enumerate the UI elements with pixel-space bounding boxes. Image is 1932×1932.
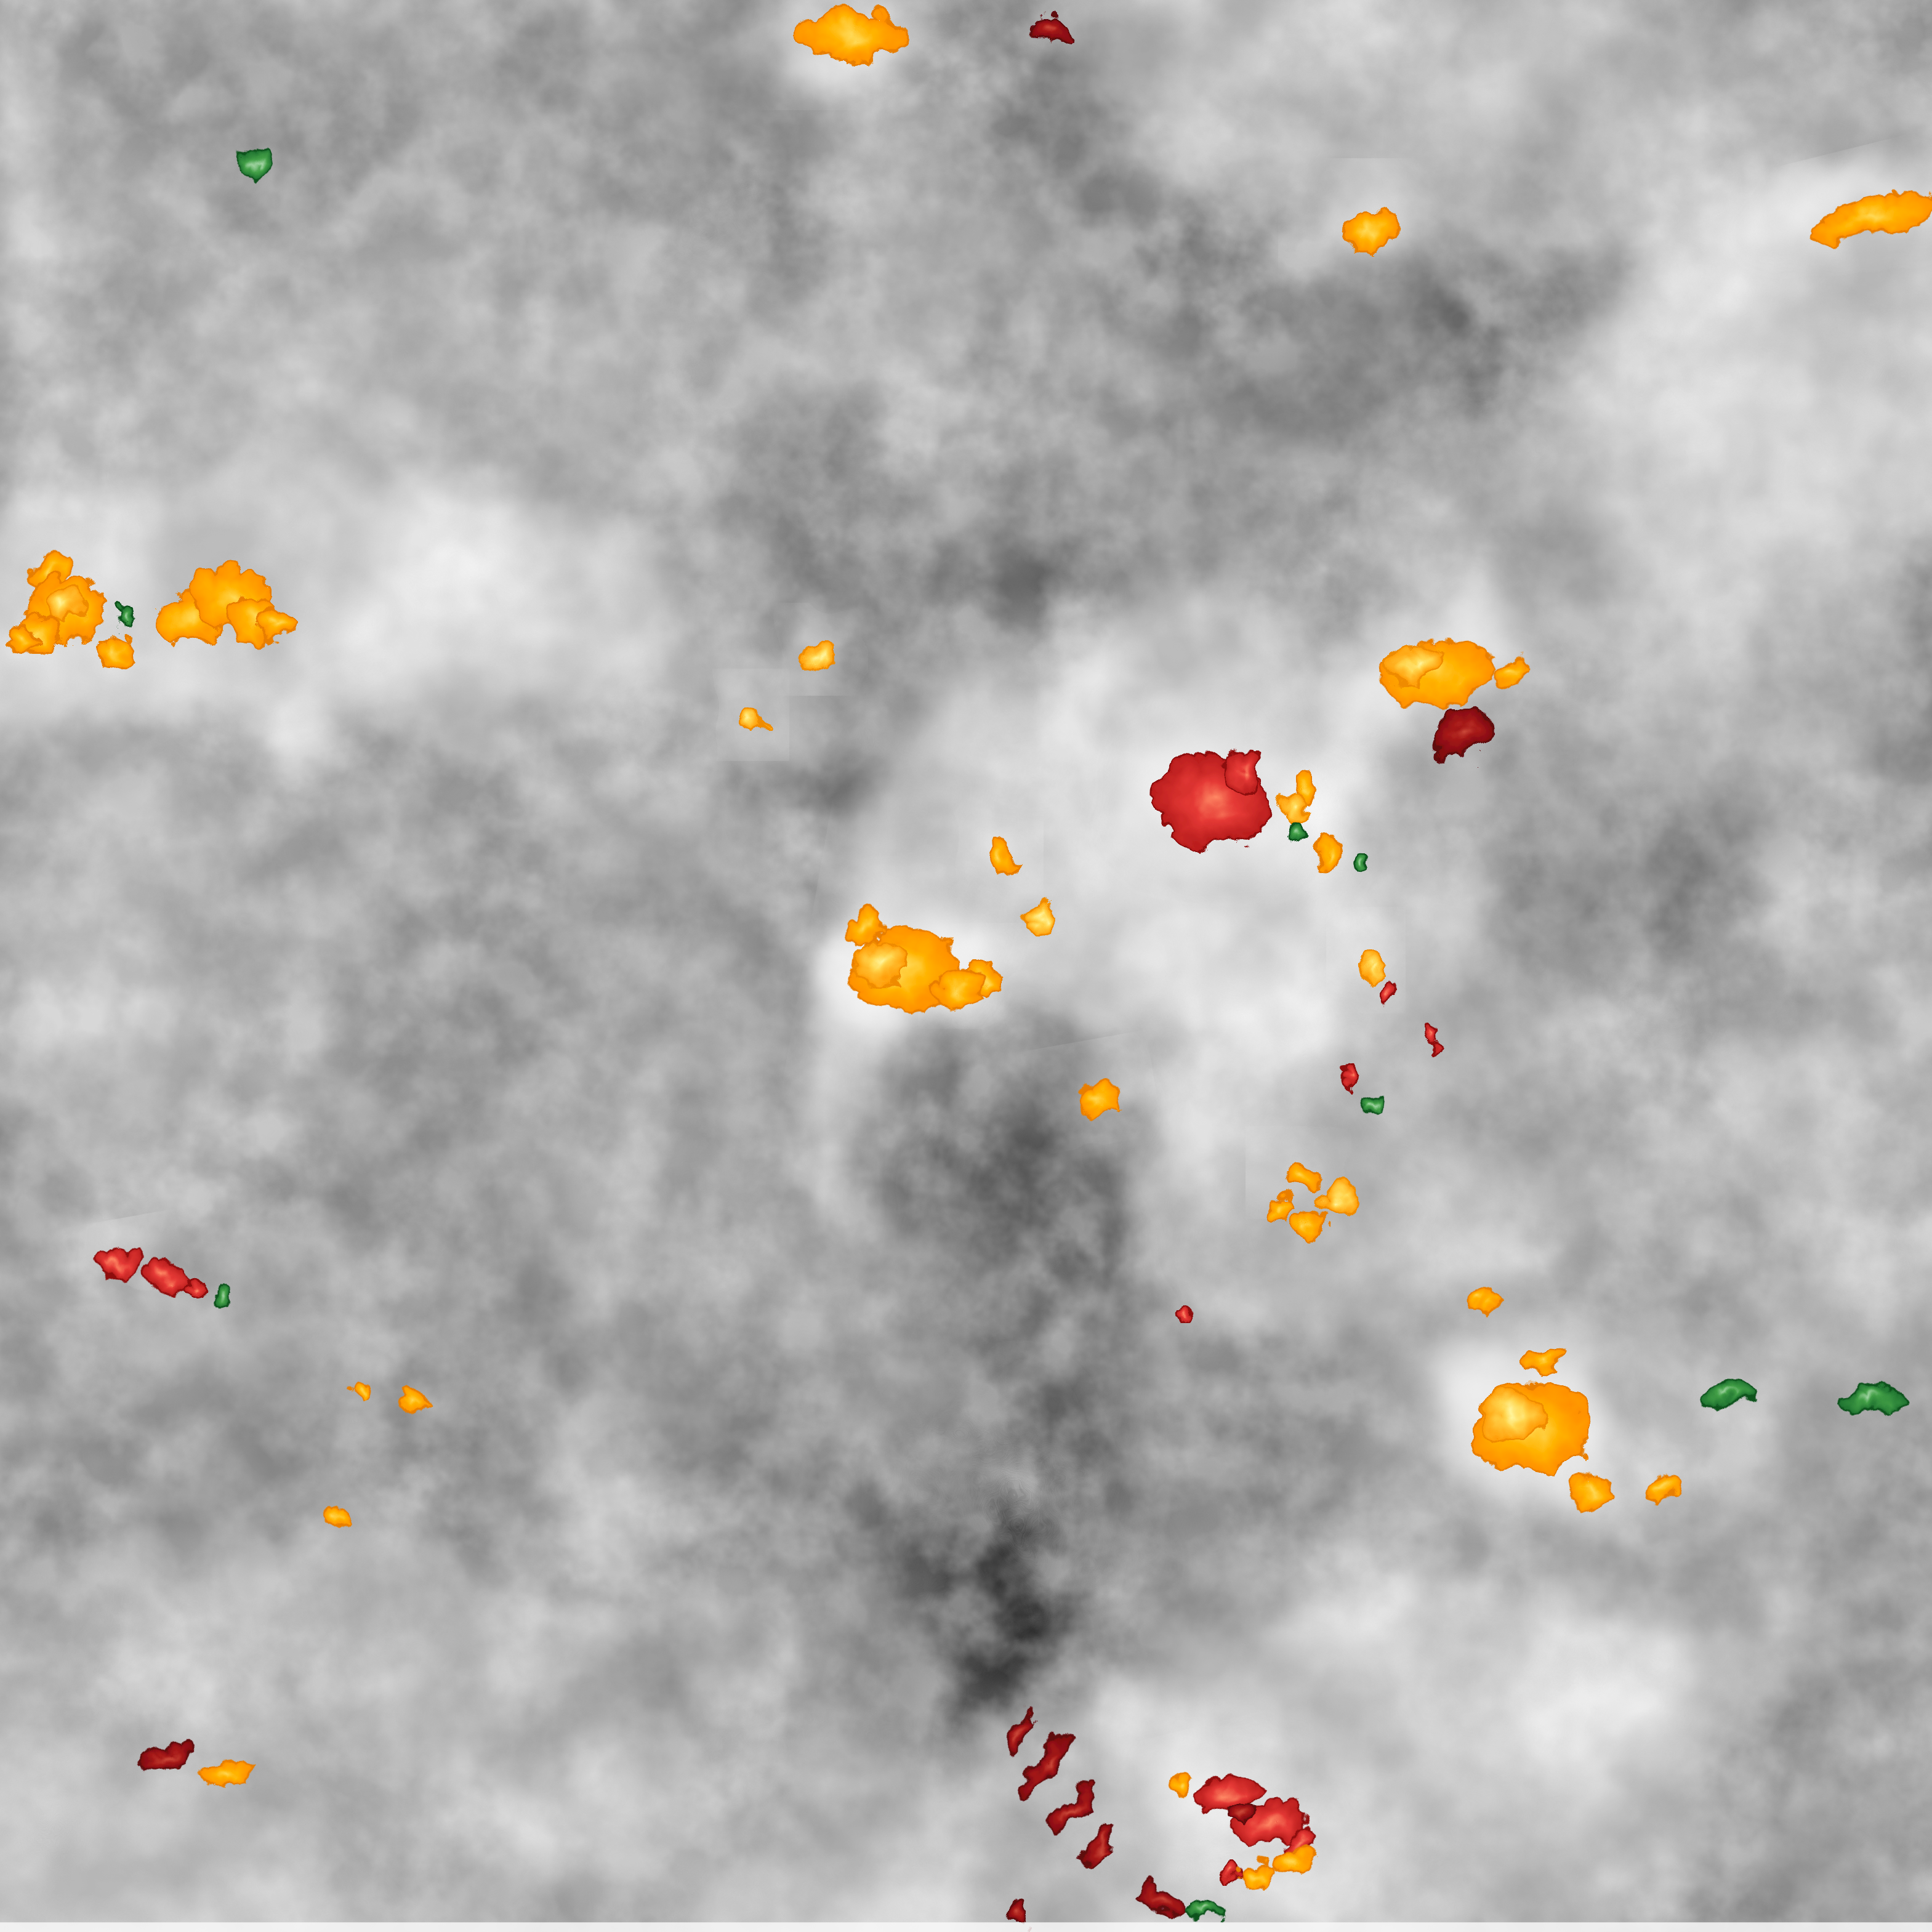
convection-cell-orange-cell bbox=[1312, 832, 1335, 863]
convection-cell-red-cell bbox=[1335, 1059, 1350, 1082]
convection-cell-yellow-core-cell bbox=[800, 635, 831, 662]
convection-cell-yellow-core-cell bbox=[1383, 638, 1438, 677]
convection-cell-yellow-core-cell bbox=[1354, 944, 1378, 975]
convection-cell-orange-cell bbox=[1283, 1159, 1314, 1186]
convection-cell-orange-cell bbox=[794, 8, 898, 54]
convection-cell-dark-red-cell bbox=[1000, 1898, 1024, 1921]
convection-cell-green-cell bbox=[1279, 817, 1298, 844]
convection-cell-red-cell bbox=[1219, 744, 1258, 786]
convection-cell-orange-cell bbox=[0, 616, 31, 643]
satellite-ir-map bbox=[0, 0, 1932, 1932]
convection-cell-red-cell bbox=[176, 1271, 199, 1290]
convection-cell-orange-cell bbox=[1290, 1205, 1321, 1233]
convection-cell-red-cell bbox=[1214, 1861, 1233, 1876]
satellite-image-canvas bbox=[0, 0, 1932, 1932]
convection-cell-red-cell bbox=[1171, 1298, 1186, 1314]
convection-cell-yellow-core-cell bbox=[1476, 1385, 1537, 1436]
convection-cell-yellow-core-cell bbox=[738, 701, 762, 728]
convection-cell-orange-cell bbox=[983, 831, 1010, 869]
convection-cell-yellow-core-cell bbox=[1026, 898, 1049, 925]
convection-cell-dark-red-cell bbox=[1221, 1795, 1252, 1818]
bottom-edge-strip bbox=[0, 1922, 1932, 1932]
convection-cell-red-cell bbox=[1422, 1022, 1438, 1045]
convection-cell-orange-cell bbox=[89, 630, 127, 661]
convection-cell-green-cell bbox=[1345, 848, 1360, 864]
convection-cell-red-cell bbox=[1377, 978, 1393, 1005]
convection-cell-yellow-core-cell bbox=[1316, 1178, 1350, 1209]
convection-cell-yellow-core-cell bbox=[846, 935, 900, 978]
convection-cell-orange-cell bbox=[1521, 1343, 1555, 1366]
convection-cell-dark-red-cell bbox=[1428, 701, 1486, 755]
convection-cell-green-cell bbox=[112, 601, 131, 624]
convection-cell-orange-cell bbox=[249, 605, 288, 635]
convection-cell-orange-cell bbox=[1265, 1190, 1289, 1214]
convection-cell-yellow-core-cell bbox=[1275, 786, 1302, 817]
convection-cell-orange-cell bbox=[1339, 205, 1390, 244]
convection-cell-dark-red-cell bbox=[1026, 10, 1065, 41]
